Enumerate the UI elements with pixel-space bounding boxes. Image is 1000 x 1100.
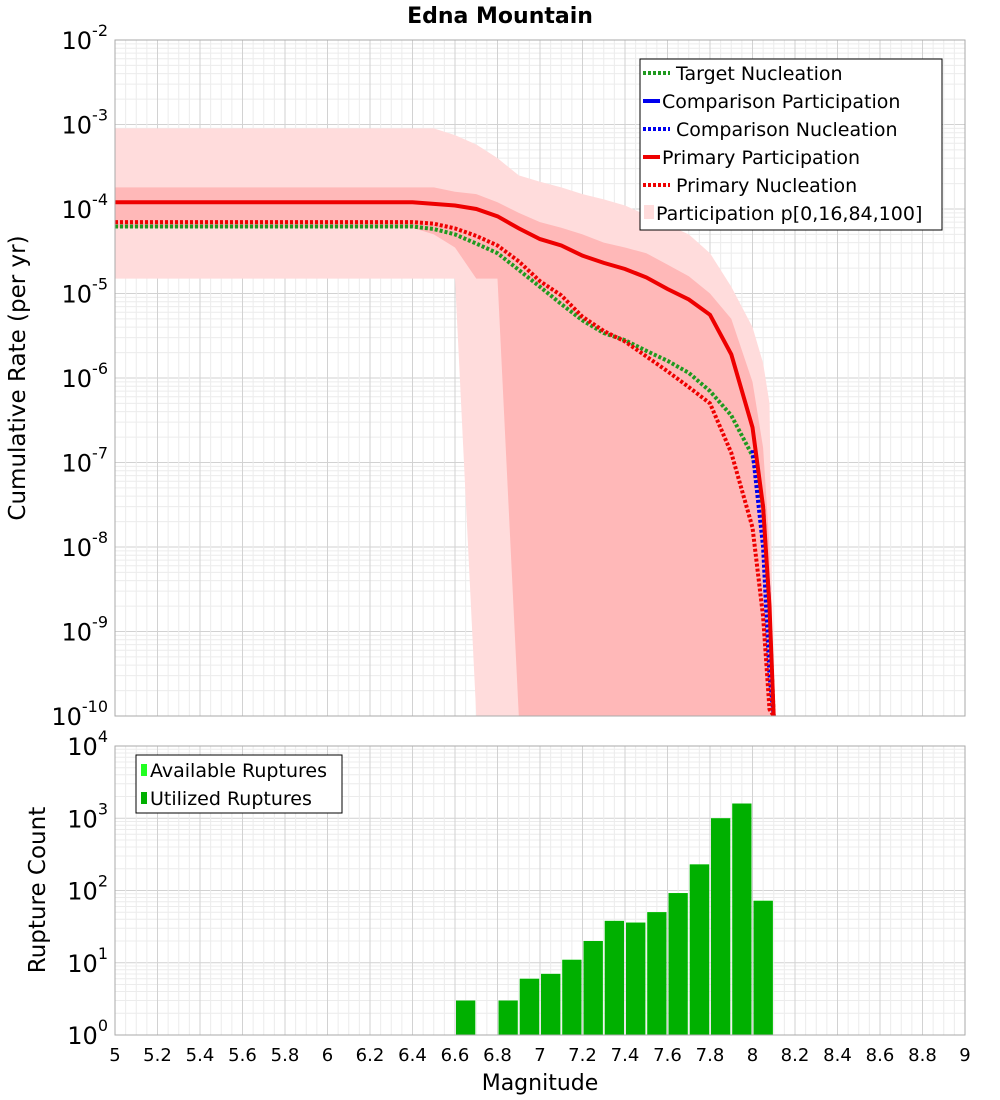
utilized-rupture-bar [604, 920, 624, 1035]
top-plot: 10-10 10-9 10-8 10-7 10-6 10-5 10-4 10-3 10-2 Cu… [5, 21, 966, 731]
chart-title: Edna Mountain [407, 4, 593, 29]
x-tick-label: 7.2 [568, 1045, 597, 1066]
x-tick-label: 7 [534, 1045, 545, 1066]
legend-item-primary-participation: Primary Participation [643, 147, 860, 169]
legend-item-comparison-participation: Comparison Participation [643, 91, 900, 113]
legend-swatch-participation-band [644, 205, 654, 219]
x-tick-label: 5.2 [143, 1045, 172, 1066]
y-tick-label: 104 [67, 727, 108, 761]
x-axis-label: Magnitude [482, 1071, 599, 1096]
series-line-target-nucleation [115, 224, 776, 716]
legend-label-comparison-nucleation: Comparison Nucleation [676, 119, 898, 141]
bottom-grid [114, 745, 966, 1036]
rupture-bars [456, 803, 773, 1035]
y-tick-label: 10-5 [62, 275, 109, 309]
top-y-axis-label: Cumulative Rate (per yr) [5, 235, 31, 520]
x-tick-label: 7.8 [696, 1045, 725, 1066]
rate-lines [115, 200, 776, 716]
y-tick-label: 10-8 [62, 528, 109, 562]
y-tick-label: 10-6 [62, 359, 109, 393]
top-legend: Target Nucleation Comparison Participati… [639, 58, 943, 231]
y-tick-label: 10-10 [51, 697, 108, 731]
utilized-rupture-bar [562, 959, 582, 1035]
top-plot-frame [114, 39, 966, 717]
top-y-ticks: 10-10 10-9 10-8 10-7 10-6 10-5 10-4 10-3 10-2 [51, 21, 108, 731]
y-tick-label: 100 [67, 1016, 108, 1050]
x-tick-label: 8.2 [781, 1045, 810, 1066]
x-tick-label: 6.8 [483, 1045, 512, 1066]
legend-item-target-nucleation: Target Nucleation [643, 63, 843, 85]
x-tick-label: 8 [747, 1045, 758, 1066]
x-tick-label: 8.4 [823, 1045, 852, 1066]
y-tick-label: 10-9 [62, 613, 109, 647]
legend-swatch-utilized-ruptures [141, 792, 147, 804]
utilized-rupture-bar [456, 1000, 476, 1035]
y-tick-label: 10-3 [62, 106, 109, 140]
legend-item-participation-band: Participation p[0,16,84,100] [644, 203, 922, 225]
utilized-rupture-bar [498, 1000, 518, 1035]
x-tick-label: 6.6 [441, 1045, 470, 1066]
utilized-rupture-bar [647, 912, 667, 1035]
x-tick-label: 8.8 [908, 1045, 937, 1066]
utilized-rupture-bar [626, 922, 646, 1035]
x-tick-label: 5.6 [228, 1045, 257, 1066]
utilized-rupture-bar [753, 900, 773, 1035]
utilized-rupture-bar [711, 818, 731, 1035]
bottom-plot-frame [114, 745, 966, 1036]
utilized-rupture-bar [541, 973, 561, 1035]
top-legend-box [639, 58, 943, 231]
utilized-rupture-bar [732, 803, 752, 1035]
x-tick-label: 7.4 [611, 1045, 640, 1066]
y-tick-label: 102 [67, 872, 108, 906]
x-tick-label: 6.4 [398, 1045, 427, 1066]
bottom-plot: 100 101 102 103 104 5 5.2 5.4 5.6 5.8 6 6.2 6.4 6.6 6… [25, 727, 971, 1096]
legend-item-primary-nucleation: Primary Nucleation [643, 175, 857, 197]
y-tick-label: 10-4 [62, 190, 109, 224]
y-tick-label: 10-7 [62, 444, 109, 478]
x-tick-label: 8.6 [866, 1045, 895, 1066]
bottom-y-axis-label: Rupture Count [25, 807, 51, 973]
bottom-y-ticks: 100 101 102 103 104 [67, 727, 108, 1050]
legend-item-available-ruptures: Available Ruptures [141, 760, 327, 782]
utilized-rupture-bar [689, 864, 710, 1035]
legend-label-comparison-participation: Comparison Participation [662, 91, 900, 113]
utilized-rupture-bar [519, 978, 540, 1035]
legend-label-utilized-ruptures: Utilized Ruptures [150, 788, 312, 810]
y-tick-label: 10-2 [62, 21, 109, 55]
legend-item-utilized-ruptures: Utilized Ruptures [141, 788, 312, 810]
legend-label-available-ruptures: Available Ruptures [150, 760, 327, 782]
x-tick-label: 6 [322, 1045, 333, 1066]
legend-item-comparison-nucleation: Comparison Nucleation [643, 119, 898, 141]
legend-label-participation-band: Participation p[0,16,84,100] [656, 203, 922, 225]
series-line-primary-participation [115, 200, 776, 716]
series-line-primary-nucleation [115, 220, 776, 716]
x-tick-label: 7.6 [653, 1045, 682, 1066]
legend-label-target-nucleation: Target Nucleation [675, 63, 843, 85]
participation-bands [115, 128, 774, 716]
y-tick-label: 101 [67, 944, 108, 978]
x-ticks: 5 5.2 5.4 5.6 5.8 6 6.2 6.4 6.6 6.8 7 7.2 7.4 7.6 7.8 8… [109, 1045, 970, 1066]
legend-label-primary-participation: Primary Participation [662, 147, 860, 169]
x-tick-label: 5 [109, 1045, 120, 1066]
bottom-legend: Available Ruptures Utilized Ruptures [135, 754, 343, 814]
utilized-rupture-bar [583, 941, 603, 1035]
legend-label-primary-nucleation: Primary Nucleation [676, 175, 857, 197]
x-tick-label: 6.2 [356, 1045, 385, 1066]
bottom-legend-box [135, 754, 343, 814]
x-tick-label: 5.8 [271, 1045, 300, 1066]
utilized-rupture-bar [668, 893, 688, 1035]
legend-swatch-available-ruptures [141, 764, 147, 776]
band-1 [115, 187, 774, 716]
x-tick-label: 5.4 [186, 1045, 215, 1066]
y-tick-label: 103 [67, 799, 108, 833]
x-tick-label: 9 [959, 1045, 970, 1066]
